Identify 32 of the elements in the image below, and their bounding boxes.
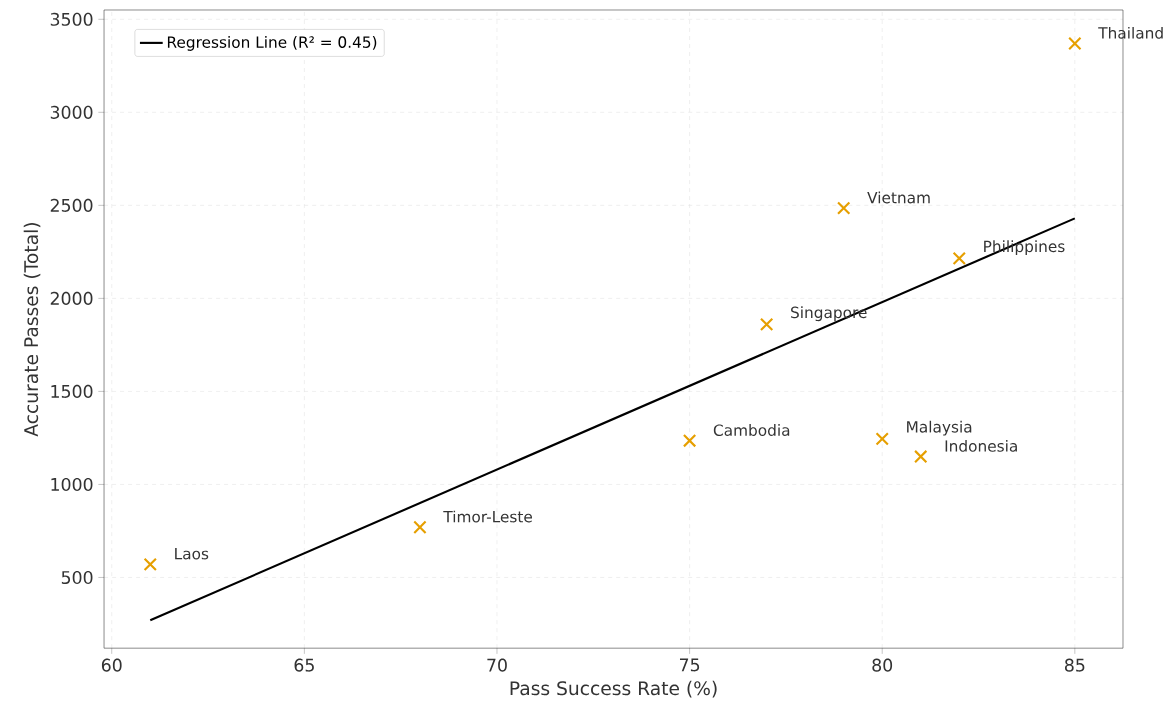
y-axis-title: Accurate Passes (Total) [23,222,41,437]
annotation: Indonesia [945,439,1017,452]
x-tick-label: 80 [872,658,893,672]
x-tick-label: 65 [294,658,314,672]
point [413,520,427,534]
annotation: Timor-Leste [443,510,532,523]
y-tick-label: 1500 [51,384,93,398]
annotation: Vietnam [867,191,930,204]
x-tick-label: 60 [101,658,122,672]
x-axis-title: Pass Success Rate (%) [510,680,717,698]
x-tick-label: 75 [679,658,700,672]
x-tick-label: 70 [487,658,507,672]
y-tick-label: 1000 [51,477,93,491]
annotation: Cambodia [713,424,790,436]
point [143,557,157,572]
annotation: Thailand [1098,26,1163,39]
y-tick-label: 2000 [50,291,93,305]
point [759,317,774,332]
y-tick-label: 500 [61,570,93,584]
point [682,433,697,448]
annotation: Malaysia [907,420,972,436]
point [1068,36,1082,51]
point [875,432,889,446]
x-tick-label: 85 [1064,658,1085,672]
annotation: Laos [175,547,209,560]
y-tick-label: 3000 [50,105,93,119]
point [836,201,851,215]
y-tick-label: 2500 [50,198,93,212]
point [952,251,966,266]
y-tick-label: 3500 [50,12,93,26]
legend-label: Regression Line (R² = 0.45) [167,35,377,51]
point [914,449,928,464]
